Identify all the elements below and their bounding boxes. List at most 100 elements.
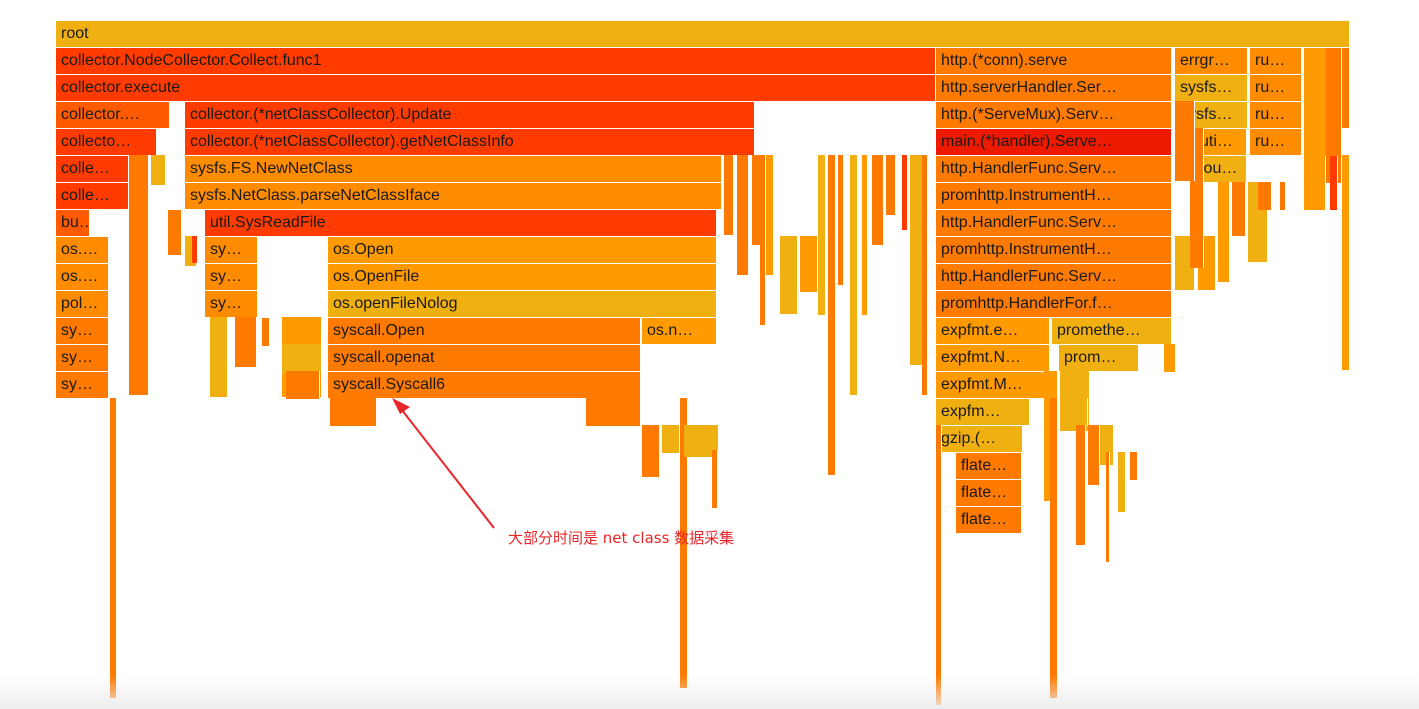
flame-frame[interactable]: sysfs.FS.NewNetClass [185,156,722,183]
flame-frame[interactable]: sy… [56,372,109,399]
flame-frame[interactable]: expfmt.N… [936,345,1050,372]
flame-frame-label: sy… [210,295,242,312]
flame-frame[interactable]: sy… [56,318,109,345]
flame-frame[interactable]: util.SysReadFile [205,210,717,237]
flame-frame[interactable]: promethe… [1052,318,1172,345]
flame-frame-narrow [210,317,228,397]
flame-frame-label: flate… [961,457,1008,474]
flame-frame[interactable]: http.HandlerFunc.Serv… [936,210,1172,237]
flame-frame[interactable]: os.n… [642,318,717,345]
flame-frame[interactable]: promhttp.InstrumentH… [936,183,1172,210]
flame-frame[interactable]: collector.… [56,102,170,129]
flame-frame-narrow [724,155,734,235]
flame-frame[interactable]: expfmt.M… [936,372,1050,399]
flame-frame[interactable]: sy… [205,264,258,291]
flame-frame-narrow [850,155,858,395]
flame-frame-narrow [1130,452,1138,480]
flame-frame[interactable]: flate… [956,507,1022,534]
flame-frame-narrow [680,398,688,688]
flame-frame[interactable]: errgr… [1175,48,1248,75]
flame-frame[interactable]: colle… [56,156,129,183]
flame-frame-label: prom… [1064,349,1117,366]
flame-frame[interactable]: sy… [56,345,109,372]
flame-frame[interactable]: ru… [1250,75,1302,102]
flame-frame[interactable]: os.OpenFile [328,264,717,291]
flame-frame[interactable]: colle… [56,183,129,210]
flame-frame[interactable]: expfm… [936,399,1030,426]
flame-frame-narrow [1218,182,1230,282]
flame-frame[interactable]: pol… [56,291,109,318]
flame-frame[interactable]: collecto… [56,129,157,156]
flame-frame-label: collecto… [61,133,132,150]
flame-frame[interactable]: sy… [205,237,258,264]
flame-frame[interactable]: flate… [956,453,1022,480]
flame-frame-narrow [1330,155,1338,210]
flame-frame-label: os.n… [647,322,694,339]
flame-frame[interactable]: os.… [56,237,109,264]
flame-frame[interactable]: root [56,21,1350,48]
flame-frame[interactable]: http.HandlerFunc.Serv… [936,264,1172,291]
flame-frame-label: collector.(*netClassCollector).Update [190,106,452,123]
flame-frame-narrow [1164,344,1176,372]
flame-frame[interactable]: collector.(*netClassCollector).getNetCla… [185,129,755,156]
flame-frame[interactable]: ru… [1250,102,1302,129]
flame-frame[interactable]: os.openFileNolog [328,291,717,318]
flame-frame-label: flate… [961,484,1008,501]
flame-frame-label: expfm… [941,403,1001,420]
flame-frame[interactable]: collector.NodeCollector.Collect.func1 [56,48,936,75]
flame-frame[interactable]: http.serverHandler.Ser… [936,75,1172,102]
flame-frame-narrow [286,371,320,399]
flame-frame-label: promhttp.HandlerFor.f… [941,295,1113,312]
flame-frame-label: sy… [61,376,93,393]
flame-frame-narrow [1076,398,1088,426]
flame-frame-label: collector.NodeCollector.Collect.func1 [61,52,322,69]
flame-frame[interactable]: flate… [956,480,1022,507]
flame-frame-label: os.openFileNolog [333,295,458,312]
flame-frame[interactable]: collector.execute [56,75,936,102]
flame-frame[interactable]: promhttp.InstrumentH… [936,237,1172,264]
flame-frame[interactable]: sysfs.NetClass.parseNetClassIface [185,183,722,210]
flame-frame-narrow [1280,182,1286,210]
flame-frame-label: sy… [210,241,242,258]
flame-frame[interactable]: bu… [56,210,90,237]
flame-frame[interactable]: http.(*ServeMux).Serv… [936,102,1172,129]
flame-frame-label: promethe… [1057,322,1141,339]
annotation-text: 大部分时间是 net class 数据采集 [508,529,735,547]
flame-frame[interactable]: promhttp.HandlerFor.f… [936,291,1172,318]
flame-frame-label: http.HandlerFunc.Serv… [941,160,1118,177]
flame-frame[interactable]: main.(*handler).Serve… [936,129,1172,156]
flame-frame[interactable]: syscall.Open [328,318,641,345]
flame-frame-label: sy… [61,349,93,366]
flame-frame[interactable]: os.Open [328,237,717,264]
flame-frame-label: sysfs.FS.NewNetClass [190,160,353,177]
flame-frame-label: collector.(*netClassCollector).getNetCla… [190,133,514,150]
flame-frame[interactable]: syscall.openat [328,345,641,372]
flame-frame-narrow [662,425,680,453]
flame-frame-label: promhttp.InstrumentH… [941,241,1112,258]
flame-frame-label: promhttp.InstrumentH… [941,187,1112,204]
flame-frame-label: sysfs… [1180,79,1233,96]
flame-frame-narrow [780,236,798,314]
flame-frame[interactable]: collector.(*netClassCollector).Update [185,102,755,129]
flame-frame[interactable]: os.… [56,264,109,291]
flame-frame[interactable]: sy… [205,291,258,318]
flame-frame[interactable]: syscall.Syscall6 [328,372,641,399]
flame-frame-label: os.Open [333,241,394,258]
flame-frame-narrow [737,155,749,275]
flame-frame-label: expfmt.N… [941,349,1022,366]
flame-frame-label: flate… [961,511,1008,528]
flame-frame[interactable]: gzip.(… [936,426,1023,453]
flame-frame-narrow [1232,182,1246,236]
flame-frame-label: colle… [61,160,110,177]
flame-frame[interactable]: sysfs… [1175,75,1248,102]
flame-frame[interactable]: ru… [1250,48,1302,75]
flame-frame-label: http.serverHandler.Ser… [941,79,1118,96]
flame-frame[interactable]: http.HandlerFunc.Serv… [936,156,1172,183]
flame-frame[interactable]: ru… [1250,129,1302,156]
flame-frame[interactable]: prom… [1059,345,1139,372]
flame-frame[interactable]: http.(*conn).serve [936,48,1172,75]
flame-frame-narrow [262,318,270,346]
flame-frame[interactable]: expfmt.e… [936,318,1050,345]
flame-frame-narrow [192,236,198,263]
flame-frame-label: iou… [1200,160,1238,177]
